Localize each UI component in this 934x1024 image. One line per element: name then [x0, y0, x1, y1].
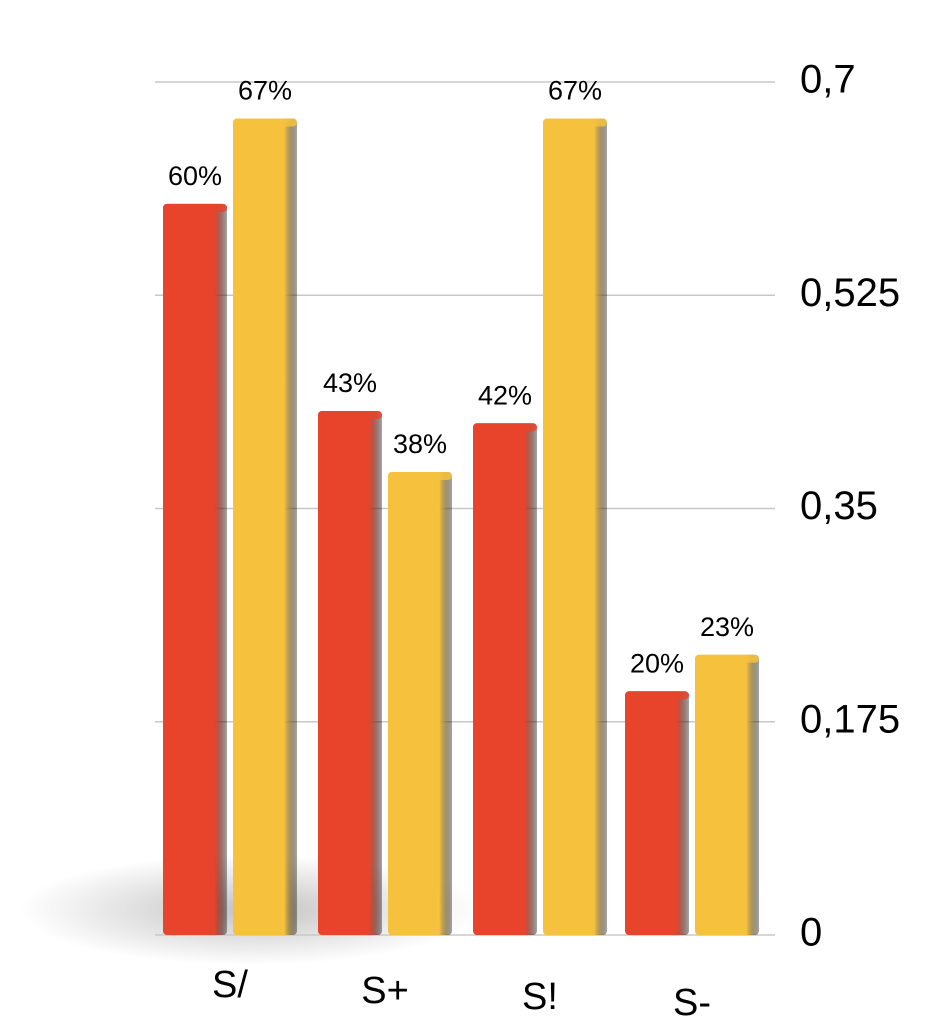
value-label: 60% — [168, 161, 222, 191]
bar-top — [388, 471, 452, 480]
bar-top — [543, 118, 607, 127]
bar — [625, 691, 689, 935]
x-tick-label: S/ — [212, 964, 248, 1006]
bar-top — [695, 654, 759, 663]
bar-top — [318, 411, 382, 420]
value-label: 67% — [238, 76, 292, 106]
y-tick-label: 0 — [800, 911, 822, 955]
y-tick-label: 0,35 — [800, 484, 878, 528]
y-tick-label: 0,525 — [800, 271, 900, 315]
bar-top — [625, 691, 689, 700]
bar-top — [233, 118, 297, 127]
value-label: 20% — [630, 648, 684, 678]
bar — [388, 471, 452, 935]
value-label: 38% — [393, 429, 447, 459]
bar — [233, 118, 297, 936]
bar — [318, 411, 382, 935]
value-label: 23% — [700, 612, 754, 642]
x-tick-label: S- — [673, 982, 711, 1024]
value-label: 67% — [548, 76, 602, 106]
x-tick-label: S+ — [361, 970, 409, 1012]
bar — [543, 118, 607, 936]
y-tick-label: 0,175 — [800, 697, 900, 741]
value-label: 42% — [478, 380, 532, 410]
bar — [695, 654, 759, 935]
bar-top — [473, 423, 537, 432]
bar — [163, 203, 227, 935]
value-label: 43% — [323, 368, 377, 398]
bar — [473, 423, 537, 935]
bar-top — [163, 203, 227, 212]
y-tick-label: 0,7 — [800, 58, 856, 102]
x-tick-label: S! — [522, 976, 558, 1018]
